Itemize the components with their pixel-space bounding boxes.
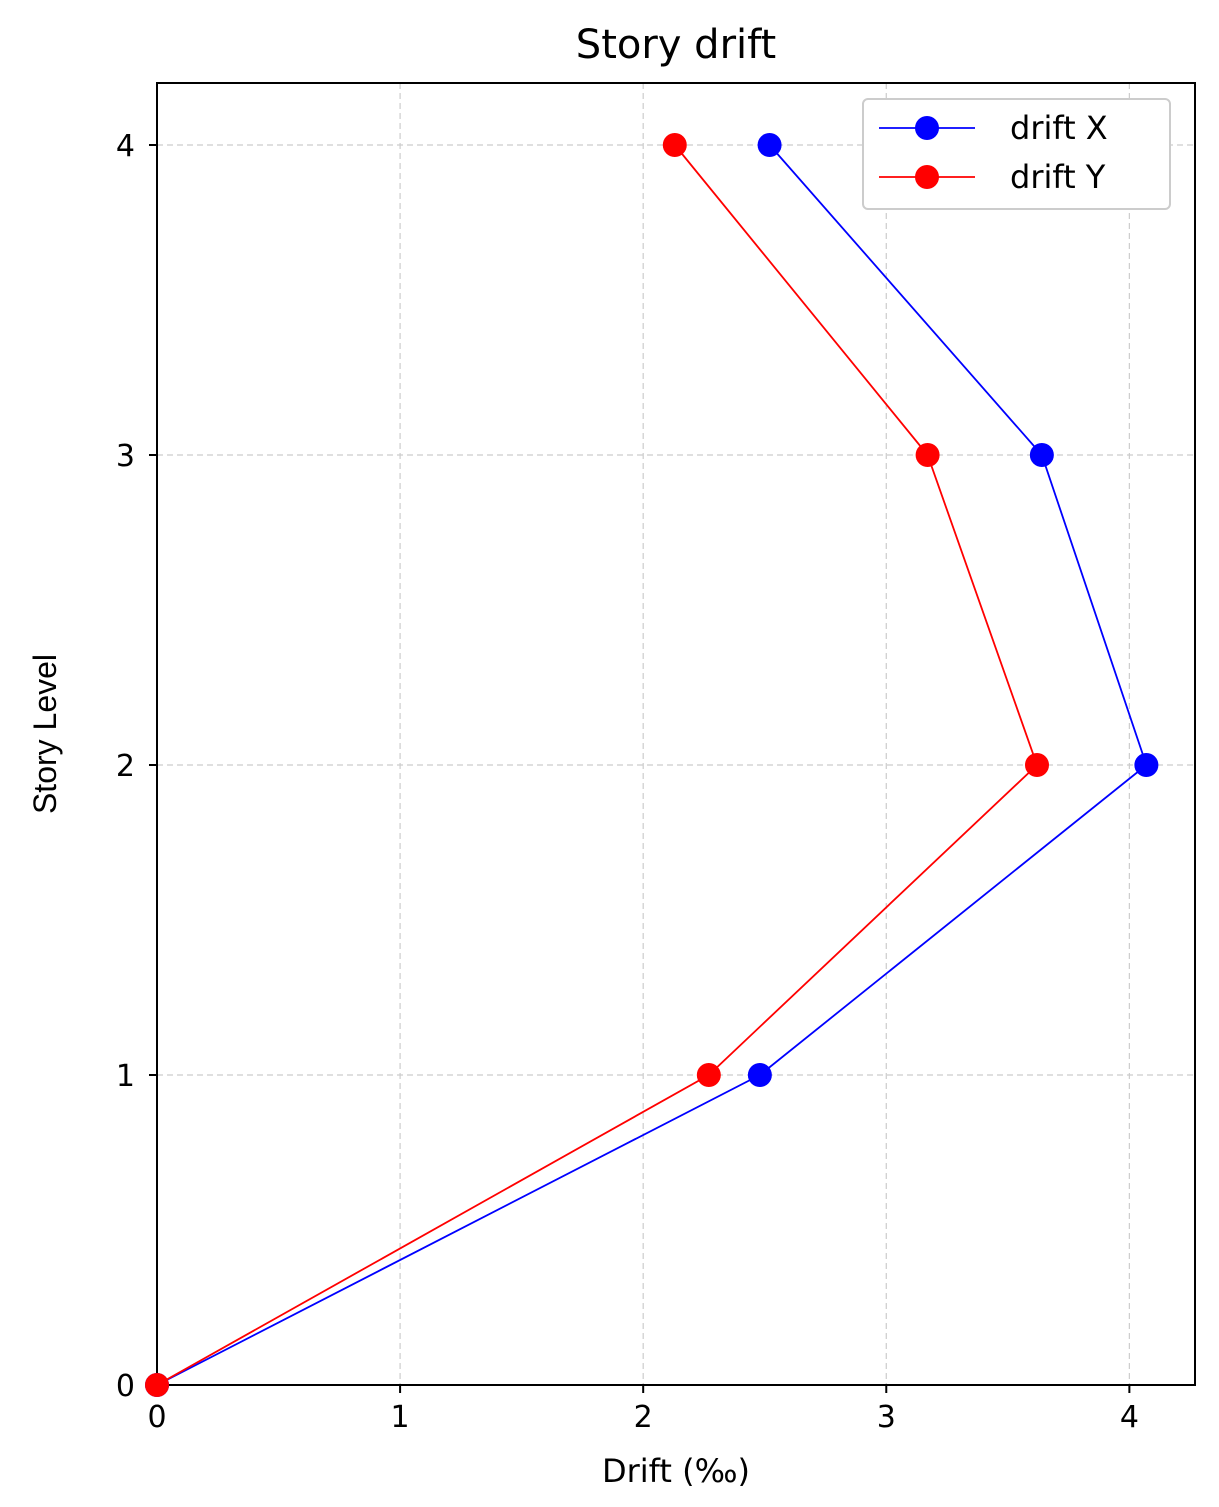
legend-swatch-marker	[915, 165, 939, 189]
y-tick-label: 0	[116, 1369, 135, 1404]
data-point-drift-y	[145, 1373, 169, 1397]
chart-title: Story drift	[576, 22, 776, 68]
legend-label: drift X	[1010, 109, 1108, 147]
x-tick-label: 4	[1120, 1400, 1139, 1435]
data-point-drift-y	[696, 1063, 721, 1087]
x-tick-label: 2	[634, 1400, 653, 1435]
legend: drift X drift Y	[862, 98, 1171, 210]
data-point-drift-x	[757, 133, 782, 157]
data-point-drift-x	[1134, 753, 1159, 777]
x-tick-label: 1	[391, 1400, 410, 1435]
y-tick-label: 3	[116, 439, 135, 474]
y-tick-label: 4	[116, 129, 135, 164]
x-tick-label: 0	[147, 1400, 166, 1435]
legend-entry-drift-x: drift X	[879, 109, 1108, 147]
legend-entry-drift-y: drift Y	[879, 158, 1106, 196]
data-point-drift-x	[747, 1063, 772, 1087]
y-tick-label: 2	[116, 749, 135, 784]
data-point-drift-y	[915, 443, 940, 467]
x-tick-label: 3	[877, 1400, 896, 1435]
data-point-drift-y	[1024, 753, 1049, 777]
series	[145, 133, 1159, 1397]
y-tick-label: 1	[116, 1059, 135, 1094]
y-axis-label: Story Level	[27, 654, 63, 814]
axis-ticks: 0 1 2 3 4 0 1 2 3 4	[116, 129, 1139, 1435]
series-drift-y	[145, 133, 1049, 1397]
plot-area-frame	[156, 82, 1196, 1386]
legend-swatch-marker	[915, 116, 939, 140]
data-point-drift-x	[1029, 443, 1054, 467]
grid	[156, 83, 1195, 1386]
legend-box	[862, 98, 1171, 210]
data-point-drift-y	[662, 133, 687, 157]
legend-label: drift Y	[1010, 158, 1106, 196]
x-axis-label: Drift (‰)	[602, 1452, 750, 1490]
